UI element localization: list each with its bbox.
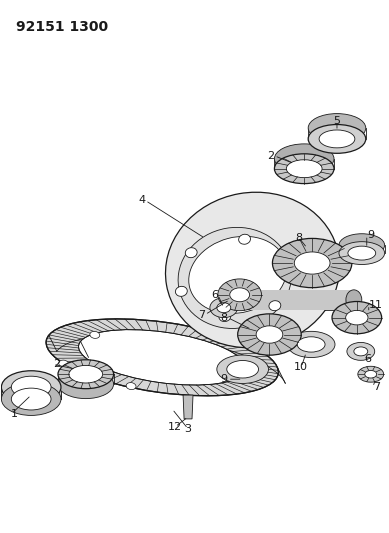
Ellipse shape: [58, 360, 114, 389]
Ellipse shape: [238, 314, 301, 355]
Text: 4: 4: [138, 196, 145, 206]
Ellipse shape: [294, 252, 330, 274]
Ellipse shape: [346, 290, 362, 310]
Ellipse shape: [58, 370, 114, 399]
Ellipse shape: [308, 114, 366, 142]
Ellipse shape: [126, 383, 136, 390]
Ellipse shape: [287, 332, 335, 358]
Text: 6: 6: [364, 354, 371, 365]
Ellipse shape: [219, 312, 231, 321]
Ellipse shape: [238, 235, 251, 244]
Ellipse shape: [210, 298, 238, 318]
Ellipse shape: [178, 228, 291, 328]
Ellipse shape: [346, 310, 368, 325]
Ellipse shape: [256, 348, 266, 354]
Ellipse shape: [269, 301, 281, 311]
Ellipse shape: [332, 302, 382, 334]
Ellipse shape: [285, 266, 296, 276]
Text: 8: 8: [221, 313, 228, 322]
Ellipse shape: [79, 329, 246, 385]
Polygon shape: [183, 395, 193, 419]
Text: 1: 1: [11, 409, 18, 419]
Ellipse shape: [242, 290, 254, 310]
Ellipse shape: [218, 279, 261, 311]
Text: 9: 9: [221, 374, 228, 384]
Ellipse shape: [227, 360, 259, 378]
Ellipse shape: [205, 327, 214, 334]
Ellipse shape: [165, 192, 340, 348]
Text: 2: 2: [267, 151, 274, 161]
Text: 12: 12: [168, 422, 182, 432]
Ellipse shape: [358, 366, 384, 382]
Text: 10: 10: [294, 362, 308, 372]
Polygon shape: [2, 387, 61, 399]
Text: 3: 3: [184, 424, 191, 434]
Text: 8: 8: [296, 233, 303, 243]
Ellipse shape: [319, 130, 355, 148]
Ellipse shape: [217, 303, 231, 313]
Ellipse shape: [189, 236, 287, 313]
Ellipse shape: [297, 337, 325, 352]
Text: 6: 6: [211, 290, 218, 300]
Ellipse shape: [347, 343, 375, 360]
Polygon shape: [49, 319, 285, 383]
Ellipse shape: [11, 376, 51, 398]
Ellipse shape: [274, 144, 334, 174]
Ellipse shape: [274, 154, 334, 183]
Ellipse shape: [272, 238, 352, 288]
Ellipse shape: [339, 234, 385, 256]
Ellipse shape: [217, 355, 268, 383]
Ellipse shape: [46, 319, 279, 396]
Text: 9: 9: [367, 230, 374, 240]
Ellipse shape: [11, 388, 51, 410]
Ellipse shape: [354, 347, 368, 356]
Ellipse shape: [280, 244, 324, 276]
Ellipse shape: [59, 360, 68, 367]
Ellipse shape: [308, 125, 366, 154]
Ellipse shape: [175, 286, 187, 296]
Ellipse shape: [256, 326, 283, 343]
Text: 92151 1300: 92151 1300: [16, 20, 109, 34]
Ellipse shape: [2, 371, 61, 403]
Text: 2: 2: [53, 359, 60, 369]
Text: 7: 7: [198, 310, 205, 320]
Ellipse shape: [69, 366, 103, 383]
Ellipse shape: [348, 246, 376, 260]
Ellipse shape: [286, 160, 322, 177]
Text: 5: 5: [333, 116, 340, 126]
Ellipse shape: [365, 370, 377, 378]
Ellipse shape: [230, 288, 250, 302]
Text: 11: 11: [369, 300, 383, 310]
Ellipse shape: [2, 383, 61, 415]
Ellipse shape: [237, 373, 247, 379]
Ellipse shape: [90, 332, 100, 338]
Ellipse shape: [185, 248, 197, 257]
Text: 7: 7: [373, 382, 380, 392]
Ellipse shape: [339, 241, 385, 264]
